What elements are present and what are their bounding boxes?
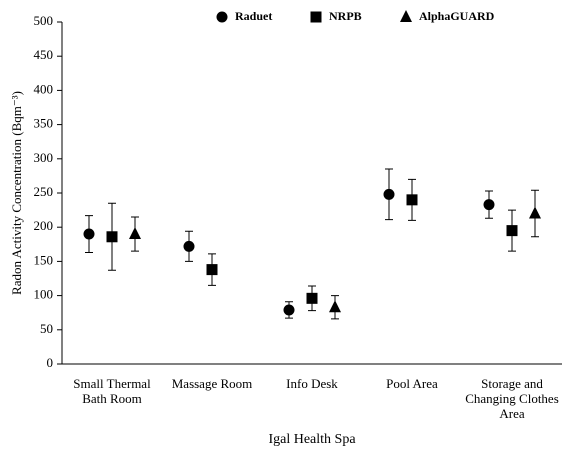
y-tick-label: 250: [34, 184, 54, 199]
y-axis-label: Radon Activity Concentration (Bqm⁻³): [9, 91, 24, 295]
x-tick-label: Massage Room: [171, 376, 253, 391]
y-tick-label: 50: [40, 321, 53, 336]
data-point: [506, 225, 518, 237]
legend-marker: [216, 11, 228, 23]
legend-marker: [400, 10, 412, 22]
legend-label: AlphaGUARD: [419, 9, 495, 23]
data-point: [129, 227, 141, 240]
data-point: [106, 231, 118, 243]
y-tick-label: 200: [34, 218, 54, 233]
legend-label: NRPB: [329, 9, 362, 23]
x-tick-label: Small Thermal Bath Room: [73, 376, 151, 406]
data-point: [206, 264, 218, 276]
x-tick-label: Pool Area: [386, 376, 438, 391]
y-tick-label: 300: [34, 150, 54, 165]
legend-label: Raduet: [235, 9, 272, 23]
data-point: [283, 304, 295, 316]
y-tick-label: 100: [34, 287, 54, 302]
data-point: [406, 194, 418, 206]
data-point: [383, 188, 395, 200]
x-axis-label: Igal Health Spa: [268, 432, 356, 447]
y-tick-label: 500: [34, 13, 54, 28]
y-tick-label: 0: [47, 355, 54, 370]
y-tick-label: 150: [34, 252, 54, 267]
data-point: [329, 300, 341, 313]
data-point: [183, 240, 195, 252]
data-point: [483, 199, 495, 211]
data-point: [83, 228, 95, 240]
y-tick-label: 400: [34, 81, 54, 96]
x-tick-label: Info Desk: [286, 376, 338, 391]
x-tick-label: Storage and Changing Clothes Area: [465, 376, 559, 421]
y-tick-label: 350: [34, 116, 54, 131]
data-point: [306, 292, 318, 304]
legend-marker: [310, 11, 322, 23]
data-point: [529, 206, 541, 219]
y-tick-label: 450: [34, 47, 54, 62]
